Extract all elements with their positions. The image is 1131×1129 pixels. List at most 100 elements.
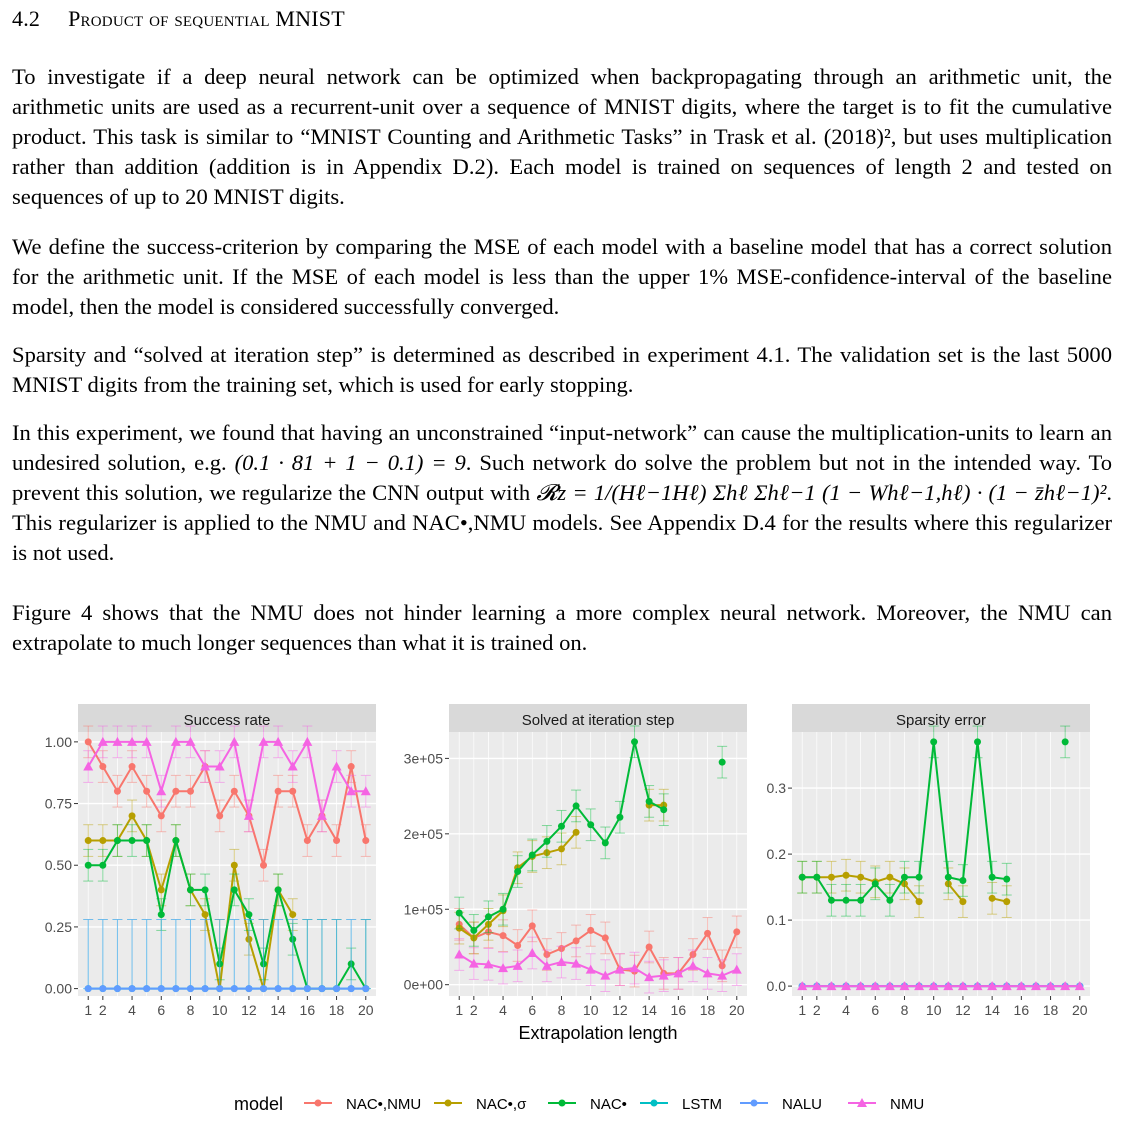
x-tick-label: 18 — [700, 1002, 716, 1018]
x-tick-label: 20 — [358, 1002, 374, 1018]
data-point — [1060, 981, 1071, 991]
legend-entry: NAC•,σ — [434, 1096, 527, 1113]
data-point — [811, 981, 822, 991]
data-point — [84, 861, 92, 869]
data-point — [957, 981, 968, 991]
y-tick-label: 0.3 — [767, 780, 787, 796]
paragraph-regularizer: In this experiment, we found that having… — [12, 420, 1112, 565]
legend-label: NMU — [890, 1096, 924, 1113]
data-point — [943, 981, 954, 991]
series-3 — [454, 936, 742, 994]
data-point — [230, 787, 238, 795]
data-point — [84, 985, 92, 993]
data-point — [528, 922, 536, 930]
data-point — [141, 736, 152, 746]
data-point — [988, 873, 996, 881]
legend-label: NAC• — [590, 1096, 627, 1113]
series-5 — [797, 981, 1085, 991]
data-point — [733, 928, 741, 936]
data-point — [871, 880, 879, 888]
data-point — [316, 810, 327, 820]
legend-title: model — [234, 1094, 283, 1114]
data-point — [1016, 981, 1027, 991]
data-point — [572, 828, 580, 836]
data-point — [557, 822, 565, 830]
data-point — [170, 736, 181, 746]
paragraph-success-criterion: We define the success-criterion by compa… — [12, 234, 1112, 319]
data-point — [587, 926, 595, 934]
data-point — [113, 787, 121, 795]
panel-title: Solved at iteration step — [522, 712, 675, 729]
x-tick-label: 10 — [926, 1002, 942, 1018]
data-point — [857, 896, 865, 904]
data-point — [289, 985, 297, 993]
data-point — [1001, 981, 1012, 991]
data-point — [658, 970, 669, 980]
chart-panel-3: Sparsity error 0.0 0.1 0.2 0.3 1 2 4 6 8 10 12 14 16 1… — [767, 704, 1090, 1018]
data-point — [333, 985, 341, 993]
data-point — [229, 736, 240, 746]
series-line — [947, 883, 964, 903]
x-tick-label: 14 — [270, 1002, 286, 1018]
y-tick-label: 3e+05 — [404, 750, 444, 766]
data-point — [718, 758, 726, 766]
data-point — [214, 761, 225, 771]
series-4 — [83, 919, 371, 993]
data-point — [470, 926, 478, 934]
chart-panel-2: Solved at iteration step 0e+00 1e+05 2e+05 3… — [404, 704, 747, 1043]
data-point — [289, 935, 297, 943]
legend-label: NAC•,σ — [476, 1096, 527, 1113]
data-point — [362, 985, 370, 993]
data-point — [1074, 981, 1085, 991]
data-point — [347, 960, 355, 968]
data-point — [541, 960, 552, 970]
data-point — [827, 896, 835, 904]
data-point — [702, 968, 713, 978]
data-point — [499, 905, 507, 913]
data-point — [1061, 738, 1069, 746]
data-point — [157, 911, 165, 919]
y-tick-label: 0.1 — [767, 912, 787, 928]
data-point — [914, 981, 925, 991]
data-point — [200, 761, 211, 771]
x-tick-label: 12 — [241, 1002, 257, 1018]
data-point — [216, 985, 224, 993]
series-2 — [454, 725, 728, 947]
legend-key-marker — [444, 1099, 452, 1107]
data-point — [484, 928, 492, 936]
y-tick-label: 0.25 — [45, 919, 72, 935]
data-point — [673, 968, 684, 978]
data-point — [216, 812, 224, 820]
data-point — [514, 868, 522, 876]
x-tick-label: 6 — [157, 1002, 165, 1018]
data-point — [185, 736, 196, 746]
legend-label: NALU — [782, 1096, 822, 1113]
data-point — [827, 873, 835, 881]
data-point — [813, 873, 821, 881]
data-point — [959, 877, 967, 884]
data-point — [1003, 875, 1011, 883]
y-tick-label: 1e+05 — [404, 901, 444, 917]
data-point — [112, 736, 123, 746]
data-point — [273, 736, 284, 746]
data-point — [972, 981, 983, 991]
x-tick-label: 16 — [1014, 1002, 1030, 1018]
x-tick-label: 8 — [558, 1002, 566, 1018]
x-tick-label: 20 — [729, 1002, 745, 1018]
data-point — [900, 873, 908, 881]
data-point — [156, 786, 167, 796]
y-tick-label: 0e+00 — [404, 977, 444, 993]
data-point — [245, 935, 253, 943]
data-point — [842, 871, 850, 879]
x-tick-label: 16 — [300, 1002, 316, 1018]
data-point — [855, 981, 866, 991]
data-point — [455, 924, 463, 932]
data-point — [84, 837, 92, 845]
data-point — [543, 849, 551, 857]
data-point — [99, 861, 107, 869]
data-point — [245, 985, 253, 993]
data-point — [172, 837, 180, 845]
data-point — [468, 958, 479, 968]
data-point — [689, 951, 697, 959]
data-point — [644, 972, 655, 982]
